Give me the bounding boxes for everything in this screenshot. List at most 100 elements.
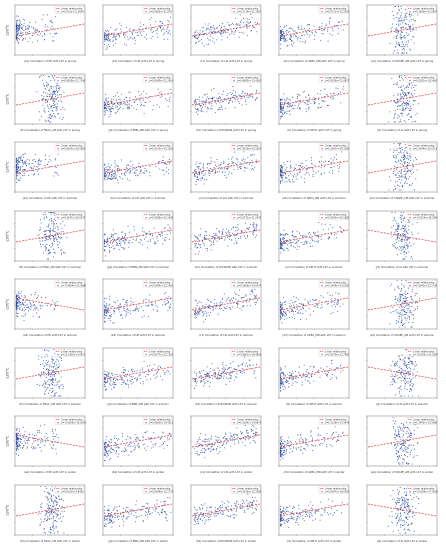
data-point [16, 40, 18, 42]
data-point [22, 18, 24, 20]
data-point [216, 159, 218, 161]
data-point [305, 240, 307, 242]
data-point [53, 212, 55, 214]
data-point [199, 310, 201, 312]
data-point [109, 178, 111, 180]
legend-point-swatch [145, 79, 147, 81]
data-point [38, 159, 40, 161]
data-point [130, 166, 132, 168]
data-point [40, 374, 42, 376]
data-point [411, 173, 413, 175]
data-point [397, 20, 400, 22]
data-point [255, 223, 257, 225]
data-point [54, 33, 56, 35]
data-point [309, 34, 311, 36]
data-point [40, 74, 42, 76]
data-point [408, 118, 410, 120]
data-point [281, 307, 283, 310]
data-point [18, 179, 20, 182]
data-point [157, 88, 159, 90]
legend-point-swatch [409, 11, 411, 13]
data-point [131, 34, 134, 36]
data-point [112, 233, 115, 235]
data-point [108, 39, 110, 42]
data-point [231, 161, 233, 163]
data-point [256, 31, 258, 33]
data-point [395, 32, 397, 34]
data-point [285, 30, 287, 32]
data-point [149, 100, 151, 102]
data-point [241, 90, 243, 93]
data-point [197, 302, 199, 305]
data-point [125, 312, 127, 314]
data-point [108, 177, 110, 180]
data-point [23, 310, 25, 312]
data-point [327, 94, 329, 96]
data-point [323, 166, 325, 168]
data-point [169, 232, 172, 234]
data-point [398, 170, 400, 172]
data-point [290, 38, 292, 40]
data-point [221, 299, 223, 301]
data-point [115, 112, 117, 114]
data-point [215, 32, 217, 34]
data-point [53, 104, 55, 106]
y-axis-label: LST/°C [6, 366, 10, 377]
data-point [255, 228, 258, 230]
data-point [55, 384, 57, 386]
data-point [281, 108, 283, 110]
data-point [52, 220, 54, 222]
data-point [19, 161, 21, 164]
data-point [111, 233, 113, 235]
data-point [197, 113, 199, 115]
data-point [249, 293, 251, 295]
data-point [396, 237, 398, 239]
data-point [393, 18, 395, 20]
data-point [15, 31, 17, 33]
data-point [48, 218, 50, 220]
data-point [44, 211, 46, 213]
data-point [305, 172, 307, 174]
data-point [33, 173, 36, 175]
data-point [253, 294, 255, 296]
data-point [139, 98, 141, 101]
data-point [105, 104, 107, 106]
data-point [108, 33, 110, 35]
data-point [404, 302, 406, 304]
data-point [202, 321, 204, 323]
data-point [198, 162, 200, 164]
data-point [53, 375, 55, 377]
data-point [126, 107, 128, 109]
legend-box [406, 280, 437, 288]
scatter-plot: Linear relationshipy=0.0141x+35.3302(b2)… [102, 141, 174, 200]
scatter-panel: Linear relationship y=13.9150x+9.0971 LST/… [5, 345, 89, 411]
data-point [313, 171, 315, 173]
data-point [146, 246, 148, 248]
data-point [159, 168, 161, 170]
data-point [53, 93, 55, 95]
data-point [143, 31, 145, 33]
data-point [106, 311, 108, 313]
data-point [405, 298, 407, 300]
data-point [220, 301, 222, 303]
data-point [254, 166, 256, 168]
data-point [285, 41, 287, 43]
data-point [209, 244, 211, 246]
data-point [301, 166, 303, 168]
legend-point-swatch [321, 216, 323, 218]
data-point [226, 94, 228, 96]
data-point [136, 174, 138, 176]
data-point [288, 310, 290, 312]
data-point [395, 83, 397, 85]
data-point [61, 118, 63, 120]
data-point [199, 306, 201, 308]
data-point [402, 184, 404, 186]
data-point [46, 216, 48, 218]
panel-caption: (j1) Correlation of AI with LST in sprin… [377, 128, 427, 132]
data-point [49, 87, 51, 90]
data-point [407, 159, 409, 161]
data-point [244, 222, 247, 224]
data-point [19, 19, 21, 21]
data-point [299, 37, 301, 39]
data-point [142, 227, 144, 229]
